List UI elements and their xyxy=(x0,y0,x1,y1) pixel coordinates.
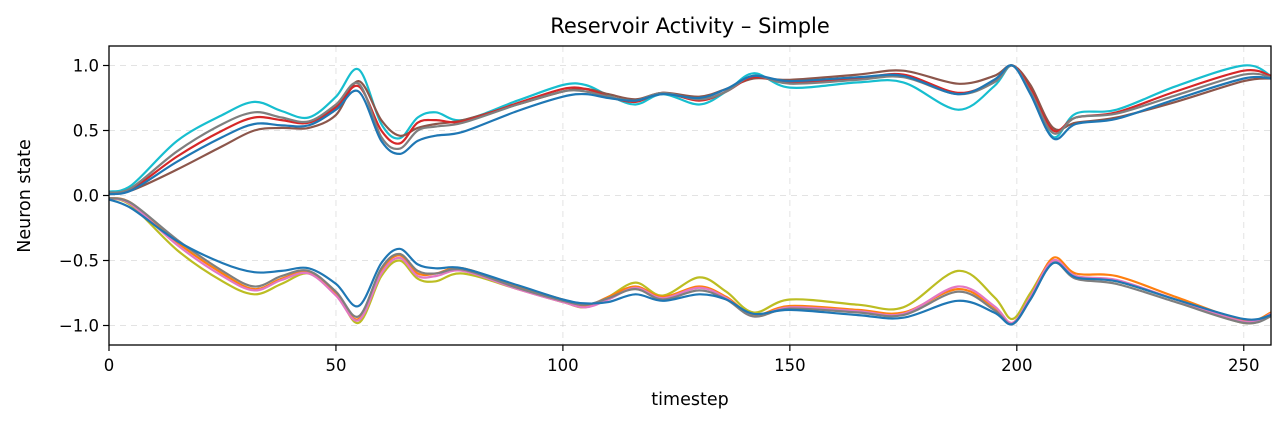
y-tick-label: 1.0 xyxy=(73,57,99,76)
y-tick-label: −1.0 xyxy=(59,317,99,336)
x-tick-label: 150 xyxy=(774,356,806,375)
grid xyxy=(108,46,1271,345)
x-axis-label: timestep xyxy=(651,390,728,410)
x-tick-label: 250 xyxy=(1228,356,1260,375)
series-group xyxy=(109,64,1271,326)
series-line-8 xyxy=(109,197,1271,326)
y-tick-label: −0.5 xyxy=(59,252,99,271)
series-line-9 xyxy=(109,198,1271,326)
y-axis-label: Neuron state xyxy=(15,139,35,252)
series-line-1 xyxy=(109,64,1271,195)
chart-title: Reservoir Activity – Simple xyxy=(550,14,830,38)
y-tick-label: 0.5 xyxy=(73,122,99,141)
series-line-6 xyxy=(109,197,1271,325)
series-line-2 xyxy=(109,64,1271,195)
series-line-7 xyxy=(109,197,1271,325)
series-line-3 xyxy=(109,64,1271,194)
x-tick-label: 200 xyxy=(1001,356,1033,375)
series-line-5 xyxy=(109,197,1271,325)
y-tick-label: 0.0 xyxy=(73,187,99,206)
x-tick-label: 0 xyxy=(104,356,115,375)
series-line-4 xyxy=(109,64,1271,196)
x-tick-label: 100 xyxy=(547,356,579,375)
x-tick-label: 50 xyxy=(325,356,346,375)
plot-frame xyxy=(108,45,1272,346)
ticks: 0 50 100 150 200 250 1.0 0.5 0.0 −0.5 −1.0 xyxy=(59,57,1260,376)
